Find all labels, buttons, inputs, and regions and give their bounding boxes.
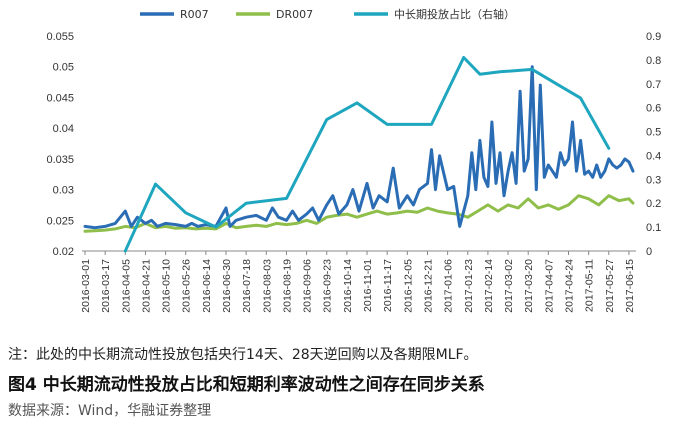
x-tick-label: 2016-03-17 (100, 259, 112, 313)
x-tick-label: 2016-10-14 (342, 259, 354, 313)
x-tick-label: 2016-08-19 (281, 259, 293, 313)
x-tick-label: 2016-05-26 (181, 259, 193, 313)
x-tick-label: 2016-04-05 (120, 259, 132, 313)
right-tick-label: 0.6 (646, 103, 661, 115)
figure-title: 图4 中长期流动性投放占比和短期利率波动性之间存在同步关系 (8, 375, 485, 395)
right-tick-label: 0.3 (646, 174, 661, 186)
left-tick-label: 0.03 (53, 185, 74, 197)
x-tick-label: 2016-11-17 (382, 259, 394, 312)
left-tick-label: 0.05 (53, 62, 74, 74)
legend-label: 中长期投放占比（右轴） (394, 7, 515, 21)
right-tick-label: 0.8 (646, 55, 661, 67)
data-source: 数据来源：Wind，华融证券整理 (8, 403, 212, 419)
x-tick-label: 2016-04-21 (140, 259, 152, 313)
left-tick-label: 0.055 (46, 31, 74, 43)
x-tick-label: 2017-01-23 (463, 259, 475, 313)
right-tick-label: 0 (646, 246, 652, 258)
x-tick-label: 2017-06-15 (624, 259, 636, 313)
right-tick-label: 0.2 (646, 198, 661, 210)
x-tick-label: 2017-03-02 (503, 259, 515, 313)
left-tick-label: 0.02 (53, 246, 74, 258)
series-line-dr007 (83, 194, 635, 233)
x-tick-label: 2017-05-11 (584, 259, 596, 312)
right-tick-label: 0.4 (646, 150, 661, 162)
x-tick-label: 2016-12-21 (422, 259, 434, 313)
x-tick-label: 2017-02-14 (483, 259, 495, 313)
right-tick-label: 0.1 (646, 222, 661, 234)
x-tick-label: 2017-03-20 (523, 259, 535, 313)
x-tick-label: 2017-05-27 (604, 259, 616, 313)
right-tick-label: 0.7 (646, 79, 661, 91)
series-line-r007 (83, 65, 635, 230)
left-tick-label: 0.035 (46, 154, 74, 166)
x-tick-label: 2017-01-06 (443, 259, 455, 313)
x-tick-label: 2016-03-01 (80, 259, 92, 313)
legend-label: R007 (180, 8, 209, 21)
x-tick-label: 2016-11-01 (362, 259, 374, 312)
x-tick-label: 2017-04-24 (563, 259, 575, 313)
x-tick-label: 2016-12-05 (402, 259, 414, 313)
x-tick-label: 2016-06-30 (221, 259, 233, 313)
right-tick-label: 0.9 (646, 31, 661, 43)
left-tick-label: 0.025 (46, 215, 74, 227)
right-tick-label: 0.5 (646, 127, 661, 139)
x-tick-label: 2016-06-14 (201, 259, 213, 313)
x-tick-label: 2016-08-03 (261, 259, 273, 313)
left-tick-label: 0.04 (53, 123, 74, 135)
x-tick-label: 2017-04-07 (543, 259, 555, 313)
left-tick-label: 0.045 (46, 92, 74, 104)
line-chart: 0.02 0.025 0.03 0.035 0.04 0.045 0.05 0.055 0 0.1… (46, 7, 661, 313)
legend-label: DR007 (276, 8, 313, 21)
x-tick-label: 2016-09-23 (322, 259, 334, 313)
x-tick-label: 2016-05-10 (161, 259, 173, 313)
series-line-ratio (123, 56, 611, 253)
chart-note: 注：此处的中长期流动性投放包括央行14天、28天逆回购以及各期限MLF。 (8, 347, 478, 363)
x-tick-label: 2016-07-18 (241, 259, 253, 313)
x-tick-label: 2016-09-06 (302, 259, 314, 313)
